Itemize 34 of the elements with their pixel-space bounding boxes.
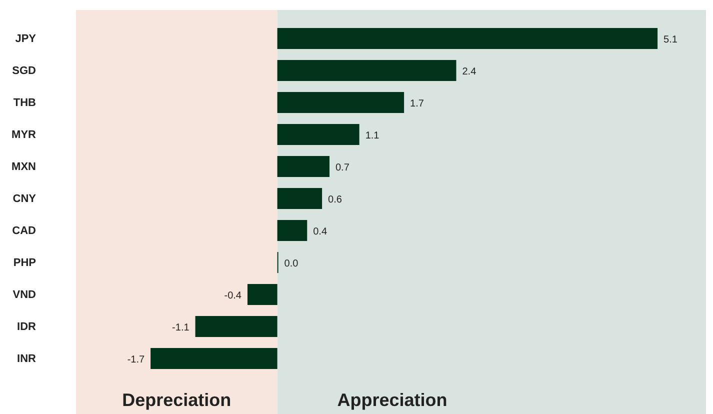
data-label: 1.7 (410, 98, 424, 110)
bar (277, 60, 456, 81)
bar (247, 284, 278, 305)
bar (277, 124, 360, 145)
band-label: Depreciation (122, 390, 232, 410)
y-tick-label: CAD (12, 224, 36, 237)
bar (277, 220, 308, 241)
data-label: 0.0 (284, 258, 299, 270)
band-label: Appreciation (337, 390, 448, 410)
y-tick-label: JPY (15, 32, 37, 45)
bar (195, 316, 278, 337)
data-label: 2.4 (462, 66, 477, 78)
bar (277, 156, 330, 177)
y-tick-label: IDR (17, 320, 36, 333)
data-label: 0.4 (313, 226, 328, 238)
bar (150, 348, 278, 369)
y-tick-label: INR (17, 352, 36, 365)
y-tick-label: THB (13, 96, 36, 109)
bar (277, 188, 322, 209)
y-tick-label: VND (12, 288, 36, 301)
y-tick-label: MYR (12, 128, 36, 141)
data-label: -1.7 (127, 354, 145, 366)
data-label: -0.4 (224, 290, 242, 302)
data-label: 0.6 (328, 194, 342, 206)
y-tick-label: SGD (12, 64, 36, 77)
y-tick-label: MXN (12, 160, 36, 173)
data-label: 0.7 (335, 162, 350, 174)
y-tick-label: PHP (13, 256, 36, 269)
bar (277, 92, 404, 113)
data-label: -1.1 (172, 322, 190, 334)
data-label: 1.1 (365, 130, 380, 142)
y-tick-label: CNY (12, 192, 37, 205)
bar (277, 28, 658, 49)
data-label: 5.1 (664, 34, 678, 46)
